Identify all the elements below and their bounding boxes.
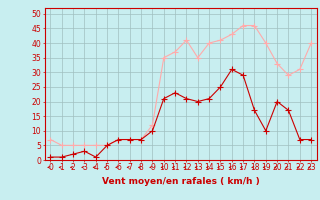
X-axis label: Vent moyen/en rafales ( km/h ): Vent moyen/en rafales ( km/h ) [102,177,260,186]
